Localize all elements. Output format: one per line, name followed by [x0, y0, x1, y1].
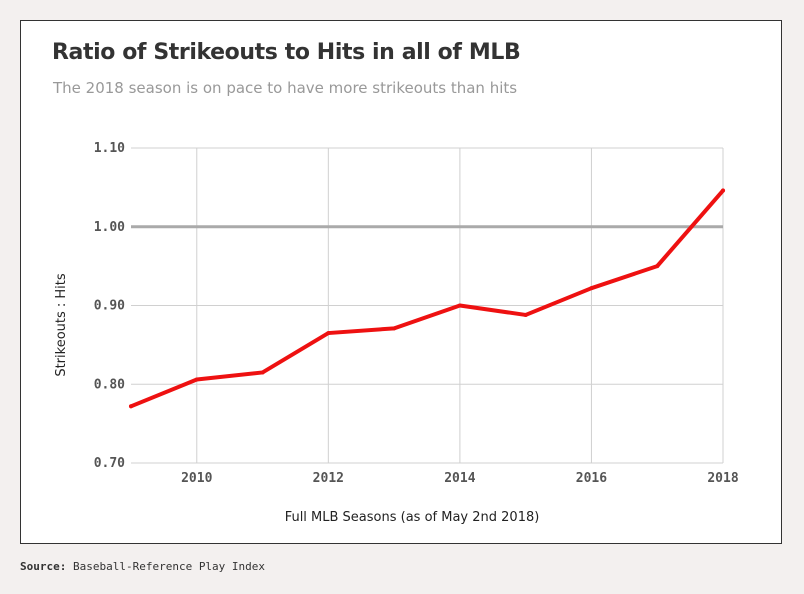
line-chart: 0.700.800.901.001.10 2010 2012 2014 2016 201… [54, 141, 739, 525]
gridlines [131, 147, 724, 464]
data-point [260, 370, 265, 375]
data-point [392, 326, 397, 331]
series-line [129, 188, 725, 409]
data-point [589, 286, 594, 291]
chart-card: Ratio of Strikeouts to Hits in all of ML… [20, 20, 782, 544]
data-point [523, 312, 528, 317]
data-point [721, 188, 725, 193]
y-tick-label: 0.80 [94, 377, 125, 392]
y-axis-ticks: 0.70 0.80 0.90 1.00 1.10 [94, 141, 125, 471]
x-tick-label: 2012 [313, 471, 344, 486]
data-point [194, 377, 199, 382]
y-axis-label: Strikeouts : Hits [54, 273, 69, 377]
data-point [326, 331, 331, 336]
y-tick-label: 0.90 [94, 299, 125, 314]
y-tick-label: 1.10 [94, 141, 125, 156]
series-group [129, 188, 725, 409]
data-point [457, 303, 462, 308]
x-tick-label: 2018 [707, 471, 738, 486]
x-tick-label: 2014 [444, 471, 475, 486]
chart-title: Ratio of Strikeouts to Hits in all of ML… [52, 40, 521, 65]
source-text: Baseball-Reference Play Index [72, 560, 266, 573]
y-tick-label: 1.00 [94, 220, 125, 235]
y-tick-label: 0.70 [94, 456, 125, 471]
x-axis-ticks: 2010 2012 2014 2016 2018 [181, 471, 739, 486]
chart-subtitle: The 2018 season is on pace to have more … [53, 79, 518, 97]
x-axis-label: Full MLB Seasons (as of May 2nd 2018) [285, 510, 540, 525]
source-note: Source: Baseball-Reference Play Index [20, 560, 265, 573]
x-tick-label: 2016 [576, 471, 607, 486]
data-point [129, 404, 133, 409]
data-point [655, 264, 660, 269]
x-tick-label: 2010 [181, 471, 212, 486]
source-label: Source: [20, 560, 67, 573]
